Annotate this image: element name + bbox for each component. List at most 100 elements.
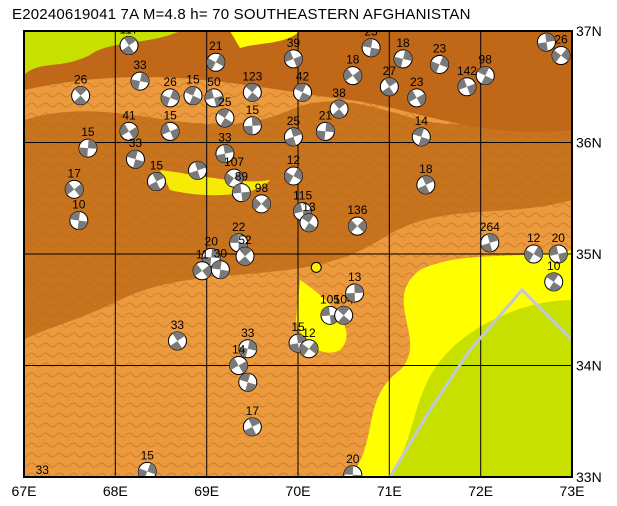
depth-label: 20: [205, 234, 219, 248]
depth-label: 21: [209, 39, 223, 53]
focal-mechanism[interactable]: [544, 272, 564, 292]
focal-mechanism[interactable]: [215, 144, 235, 164]
longitude-tick-label: 68E: [103, 483, 128, 499]
focal-mechanism[interactable]: [251, 194, 271, 214]
depth-label: 14: [232, 343, 246, 357]
focal-mechanism[interactable]: [536, 32, 556, 52]
focal-mechanism[interactable]: [283, 127, 303, 147]
focal-mechanism[interactable]: [69, 211, 89, 231]
longitude-tick-label: 70E: [286, 483, 311, 499]
focal-mechanism[interactable]: [329, 99, 349, 119]
focal-mechanism[interactable]: [407, 88, 427, 108]
focal-mechanism[interactable]: [551, 46, 571, 66]
focal-mechanism[interactable]: [192, 261, 212, 281]
depth-label: 12: [527, 231, 541, 245]
focal-mechanism[interactable]: [299, 339, 319, 359]
focal-mechanism[interactable]: [345, 283, 365, 303]
map-title: E20240619041 7A M=4.8 h= 70 SOUTHEASTERN…: [12, 6, 471, 23]
focal-mechanism[interactable]: [235, 246, 255, 266]
focal-mechanism[interactable]: [229, 356, 249, 375]
depth-label: 89: [235, 170, 249, 184]
depth-label: 11: [196, 248, 209, 262]
depth-label: 25: [287, 114, 301, 128]
compressional-quadrants: [477, 66, 494, 85]
focal-mechanism[interactable]: [242, 116, 262, 136]
focal-mechanism[interactable]: [343, 66, 363, 86]
focal-mechanism[interactable]: [238, 372, 258, 392]
focal-mechanism[interactable]: [524, 244, 544, 264]
focal-mechanism[interactable]: [393, 49, 413, 69]
focal-mechanism[interactable]: [125, 149, 145, 169]
depth-label: 18: [419, 162, 433, 176]
compressional-quadrants: [537, 33, 556, 52]
depth-label: 13: [302, 200, 316, 214]
focal-mechanism[interactable]: [183, 86, 203, 106]
focal-mechanism[interactable]: [334, 305, 354, 325]
depth-label: 15: [163, 108, 177, 122]
compressional-quadrants: [412, 127, 430, 146]
focal-mechanism[interactable]: [283, 166, 303, 186]
depth-label: 50: [207, 75, 221, 89]
focal-mechanism[interactable]: [204, 88, 224, 108]
compressional-quadrants: [138, 463, 157, 477]
latitude-tick-label: 36N: [576, 135, 602, 151]
focal-mechanism[interactable]: [475, 66, 495, 86]
depth-label: 15: [150, 159, 164, 173]
focal-mechanism[interactable]: [167, 331, 187, 351]
focal-mechanism[interactable]: [137, 461, 157, 480]
focal-mechanism[interactable]: [160, 88, 180, 108]
focal-mechanism[interactable]: [293, 82, 313, 102]
focal-mechanism[interactable]: [457, 77, 477, 97]
focal-mechanism[interactable]: [206, 52, 226, 72]
focal-mechanism[interactable]: [548, 244, 568, 264]
focal-mechanism[interactable]: [299, 213, 319, 233]
depth-label: 264: [480, 220, 500, 234]
focal-mechanism[interactable]: [119, 121, 139, 141]
focal-mechanism[interactable]: [71, 86, 91, 106]
focal-mechanism[interactable]: [347, 216, 367, 236]
focal-mechanism[interactable]: [411, 127, 431, 147]
focal-mechanism[interactable]: [188, 160, 208, 180]
focal-mechanism[interactable]: [343, 465, 363, 484]
compressional-quadrants: [161, 89, 180, 107]
focal-mechanism[interactable]: [215, 108, 235, 128]
compressional-quadrants: [69, 211, 88, 230]
focal-mechanism[interactable]: [210, 260, 230, 280]
compressional-quadrants: [121, 36, 137, 55]
compressional-quadrants: [301, 213, 317, 232]
depth-label: 15: [291, 320, 305, 334]
compressional-quadrants: [252, 197, 271, 211]
focal-mechanism[interactable]: [480, 233, 500, 253]
depth-label: 39: [287, 36, 301, 50]
focal-mechanism[interactable]: [379, 77, 399, 97]
compressional-quadrants: [161, 123, 180, 140]
focal-mechanism[interactable]: [320, 305, 340, 325]
focal-mechanism[interactable]: [64, 179, 84, 199]
focal-mechanism[interactable]: [231, 183, 251, 203]
focal-mechanism[interactable]: [224, 168, 244, 188]
compressional-quadrants: [345, 284, 364, 303]
focal-mechanism[interactable]: [315, 121, 335, 141]
focal-mechanism[interactable]: [130, 71, 150, 91]
focal-mechanism[interactable]: [361, 38, 381, 58]
compressional-quadrants: [225, 170, 244, 186]
latitude-tick-label: 37N: [576, 23, 602, 39]
depth-label: 123: [242, 69, 262, 83]
focal-mechanism[interactable]: [430, 54, 450, 74]
compressional-quadrants: [65, 182, 84, 197]
compressional-quadrants: [169, 331, 185, 350]
focal-mechanism[interactable]: [242, 417, 262, 437]
focal-mechanism[interactable]: [78, 138, 98, 158]
focal-mechanism[interactable]: [283, 49, 303, 69]
depth-label: 20: [346, 452, 360, 466]
compressional-quadrants: [244, 417, 261, 436]
focal-mechanism[interactable]: [160, 121, 180, 141]
focal-mechanism[interactable]: [416, 175, 436, 195]
depth-label: 98: [255, 181, 269, 195]
focal-mechanism[interactable]: [119, 35, 139, 55]
compressional-quadrants: [343, 465, 362, 477]
focal-mechanism[interactable]: [242, 82, 262, 102]
focal-mechanism[interactable]: [238, 339, 258, 359]
focal-mechanism[interactable]: [146, 172, 166, 192]
